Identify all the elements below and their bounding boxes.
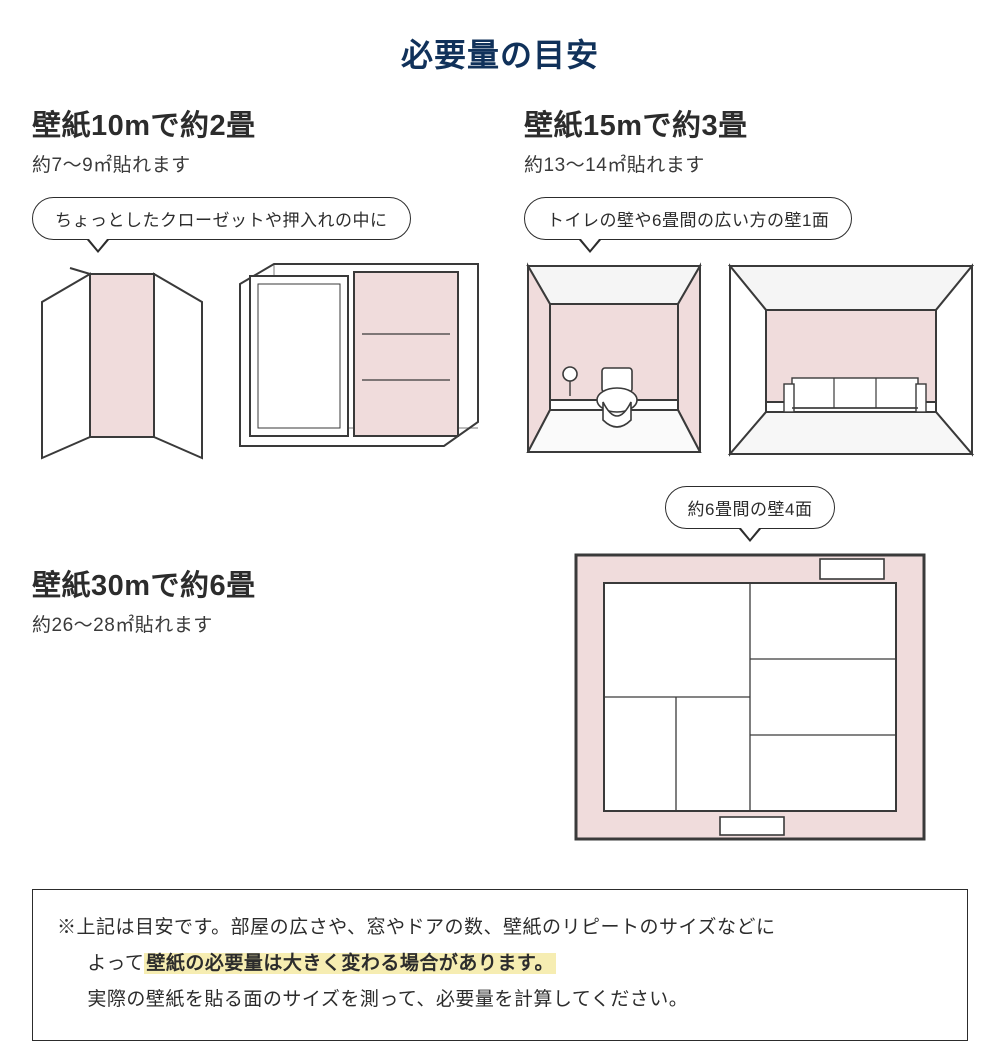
note-line-1: ※上記は目安です。部屋の広さや、窓やドアの数、壁紙のリピートのサイズなどに bbox=[57, 910, 943, 946]
toilet-room-icon bbox=[524, 262, 704, 462]
closet-open-icon bbox=[32, 262, 212, 462]
note-line-2-pre: よって bbox=[87, 953, 144, 974]
sub-30m: 約26～28㎡貼れます bbox=[32, 610, 484, 637]
content-grid: 壁紙10mで約2畳 約7～9㎡貼れます ちょっとしたクローゼットや押入れの中に bbox=[32, 102, 968, 849]
note-highlight: 壁紙の必要量は大きく変わる場合があります。 bbox=[144, 953, 556, 974]
section-15m: 壁紙15mで約3畳 約13～14㎡貼れます トイレの壁や6畳間の広い方の壁1面 bbox=[524, 102, 976, 462]
room-one-wall-icon bbox=[726, 262, 976, 462]
section-30m-illustration: 約6畳間の壁4面 bbox=[524, 480, 976, 849]
section-10m: 壁紙10mで約2畳 約7～9㎡貼れます ちょっとしたクローゼットや押入れの中に bbox=[32, 102, 484, 462]
heading-30m: 壁紙30mで約6畳 bbox=[32, 562, 484, 604]
sub-10m: 約7～9㎡貼れます bbox=[32, 150, 484, 177]
section-30m: 壁紙30mで約6畳 約26～28㎡貼れます bbox=[32, 562, 484, 849]
bubble-30m: 約6畳間の壁4面 bbox=[665, 486, 836, 529]
sub-15m: 約13～14㎡貼れます bbox=[524, 150, 976, 177]
bubble-15m: トイレの壁や6畳間の広い方の壁1面 bbox=[524, 197, 852, 240]
closet-sliding-icon bbox=[234, 262, 484, 462]
illustration-15m bbox=[524, 262, 976, 462]
note-line-3: 実際の壁紙を貼る面のサイズを測って、必要量を計算してください。 bbox=[57, 982, 943, 1018]
note-box: ※上記は目安です。部屋の広さや、窓やドアの数、壁紙のリピートのサイズなどに よっ… bbox=[32, 889, 968, 1041]
illustration-10m bbox=[32, 262, 484, 462]
heading-15m: 壁紙15mで約3畳 bbox=[524, 102, 976, 144]
heading-10m: 壁紙10mで約2畳 bbox=[32, 102, 484, 144]
page-title: 必要量の目安 bbox=[32, 30, 968, 76]
bubble-10m: ちょっとしたクローゼットや押入れの中に bbox=[32, 197, 411, 240]
note-line-2: よって壁紙の必要量は大きく変わる場合があります。 bbox=[57, 946, 943, 982]
floor-plan-icon bbox=[570, 549, 930, 849]
